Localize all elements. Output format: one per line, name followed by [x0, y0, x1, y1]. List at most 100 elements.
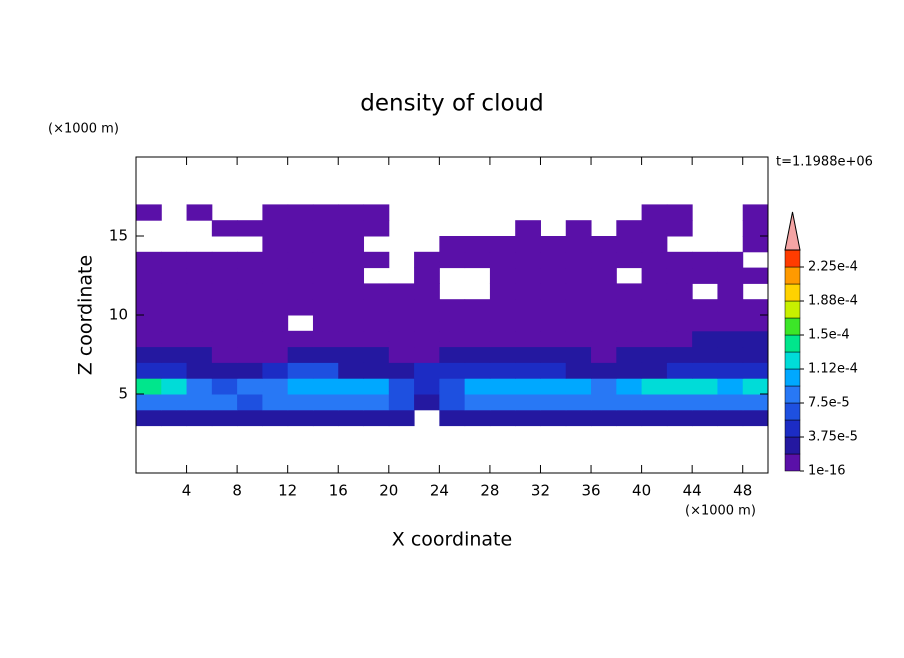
contour-cell [742, 236, 769, 253]
colorbar-bin [784, 317, 801, 336]
colorbar-bin [784, 436, 801, 455]
contour-cell [211, 267, 238, 284]
contour-cell [591, 236, 617, 253]
contour-cell [312, 394, 339, 411]
contour-cell [262, 409, 289, 427]
contour-cell [363, 409, 390, 427]
contour-cell [692, 267, 718, 284]
contour-cell [262, 236, 289, 253]
colorbar-label: 1.5e-4 [808, 328, 850, 343]
contour-cell [388, 299, 415, 316]
contour-cell [237, 251, 263, 269]
contour-cell [262, 315, 289, 332]
contour-cell [312, 236, 339, 253]
contour-cell [717, 251, 744, 269]
contour-cell [641, 251, 668, 269]
contour-cell [186, 299, 213, 316]
contour-cell [186, 204, 213, 221]
contour-cell [363, 204, 390, 221]
colorbar-bin [784, 300, 801, 319]
contour-cell [489, 236, 516, 253]
contour-cell [363, 330, 390, 348]
contour-cell [338, 267, 365, 284]
contour-cell [717, 315, 744, 332]
contour-cell [666, 267, 693, 284]
contour-cell [616, 346, 643, 363]
contour-cell [616, 394, 643, 411]
contour-cell [414, 394, 440, 411]
contour-cell [641, 236, 668, 253]
contour-cell [489, 362, 516, 379]
contour-cell [540, 267, 567, 284]
contour-cell [515, 409, 541, 427]
contour-cell [591, 283, 617, 300]
contour-cell [211, 409, 238, 427]
contour-cell [414, 315, 440, 332]
contour-cell [666, 220, 693, 237]
contour-cell [414, 283, 440, 300]
contour-cell [692, 299, 718, 316]
contour-cell [742, 315, 769, 332]
x-tick-label: 16 [329, 482, 348, 500]
contour-cell [692, 346, 718, 363]
contour-cell [161, 362, 188, 379]
y-tick-label: 15 [109, 227, 128, 245]
contour-cell [489, 315, 516, 332]
colorbar-label: 7.5e-5 [808, 396, 850, 411]
contour-cell [742, 204, 769, 221]
contour-cell [616, 378, 643, 395]
contour-cell [742, 346, 769, 363]
contour-cell [211, 251, 238, 269]
y-tick-label: 10 [109, 306, 128, 324]
contour-cell [742, 330, 769, 348]
contour-cell [312, 299, 339, 316]
y-tick-label: 5 [118, 385, 128, 403]
contour-cell [388, 362, 415, 379]
contour-cell [211, 362, 238, 379]
contour-cell [616, 236, 643, 253]
contour-cell [515, 346, 541, 363]
contour-cell [591, 330, 617, 348]
contour-cell [742, 409, 769, 427]
contour-cell [616, 330, 643, 348]
colorbar-label: 2.25e-4 [808, 260, 858, 275]
contour-cell [439, 315, 466, 332]
contour-cell [616, 315, 643, 332]
contour-cell [717, 346, 744, 363]
x-tick-label: 4 [182, 482, 192, 500]
contour-cell [591, 394, 617, 411]
contour-cell [692, 315, 718, 332]
contour-cell [565, 267, 592, 284]
x-tick-label: 12 [278, 482, 297, 500]
contour-cell [312, 220, 339, 237]
contour-cell [540, 315, 567, 332]
colorbar-bin [784, 351, 801, 370]
contour-cell [262, 378, 289, 395]
contour-cell [464, 299, 491, 316]
contour-cell [565, 378, 592, 395]
contour-cell [287, 346, 314, 363]
contour-cell [211, 299, 238, 316]
contour-cell [262, 394, 289, 411]
contour-cell [287, 204, 314, 221]
contour-cell [565, 283, 592, 300]
contour-cell [641, 220, 668, 237]
contour-cell [237, 283, 263, 300]
contour-cell [414, 346, 440, 363]
contour-cell [489, 299, 516, 316]
contour-cell [211, 220, 238, 237]
contour-cell [666, 251, 693, 269]
contour-cell [388, 283, 415, 300]
contour-cell [565, 409, 592, 427]
x-tick-label: 28 [480, 482, 499, 500]
contour-cell [464, 315, 491, 332]
contour-cell [363, 315, 390, 332]
contour-cell [287, 283, 314, 300]
contour-cell [717, 394, 744, 411]
contour-cell [186, 251, 213, 269]
contour-cell [515, 330, 541, 348]
contour-cell [237, 409, 263, 427]
contour-cell [742, 267, 769, 284]
contour-cell [161, 394, 188, 411]
